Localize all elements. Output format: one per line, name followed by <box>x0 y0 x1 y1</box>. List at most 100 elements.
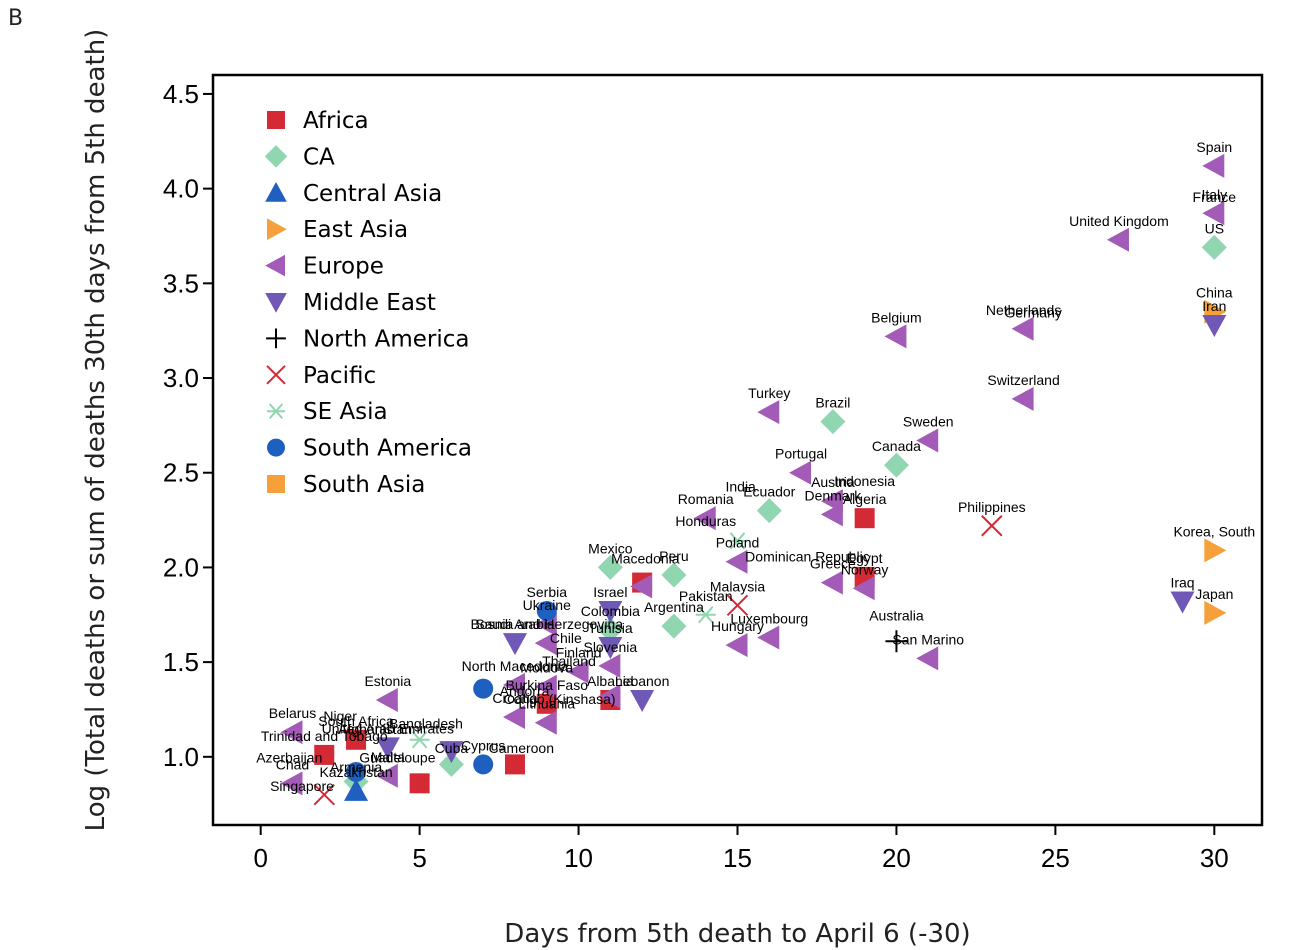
data-label: Italy <box>1201 186 1227 202</box>
data-point <box>502 705 525 730</box>
data-label: Slovenia <box>583 639 637 655</box>
data-point <box>598 636 623 659</box>
data-label: Romania <box>678 491 734 507</box>
data-point <box>536 693 557 714</box>
data-label: Chad <box>276 756 309 772</box>
data-label: Azerbaijan <box>256 750 322 766</box>
data-point <box>314 744 335 765</box>
data-label: Tunisia <box>588 620 633 636</box>
data-label: India <box>725 479 756 495</box>
data-label: Burkina Faso <box>506 677 589 693</box>
data-label: Switzerland <box>987 372 1059 388</box>
legend-label: CA <box>303 144 335 170</box>
data-label: Poland <box>716 535 760 551</box>
data-label: Cameroon <box>489 740 554 756</box>
data-label: Afghanistan <box>338 721 412 737</box>
legend-marker <box>265 182 287 202</box>
data-label: Netherlands <box>986 302 1062 318</box>
data-point <box>727 532 748 550</box>
legend-marker <box>264 145 288 168</box>
data-point <box>536 600 557 621</box>
data-label: Lebanon <box>615 673 670 689</box>
series-pacific <box>313 515 1003 806</box>
data-label: Ecuador <box>743 484 795 500</box>
legend-label: SE Asia <box>303 399 388 425</box>
data-label: Canada <box>872 438 921 454</box>
data-label: France <box>1193 189 1237 205</box>
data-label: Iraq <box>1170 575 1194 591</box>
data-point <box>726 594 749 617</box>
x-tick-label: 5 <box>412 843 426 873</box>
legend-marker <box>267 438 285 457</box>
legend-label: Middle East <box>303 290 436 316</box>
data-point <box>598 653 621 678</box>
data-label: Guadeloupe <box>359 750 436 766</box>
data-point <box>598 684 621 709</box>
legend-label: Europe <box>303 254 384 280</box>
data-label: Armenia <box>330 759 382 775</box>
data-label: Belgium <box>871 309 922 325</box>
data-point <box>280 771 303 796</box>
data-label: Chile <box>550 630 582 646</box>
data-label: Indonesia <box>834 473 895 489</box>
data-label: Malaysia <box>710 578 765 594</box>
data-label: Argentina <box>644 599 704 615</box>
legend-label: Central Asia <box>303 181 442 207</box>
data-point <box>852 576 875 601</box>
data-label: Finland <box>556 645 602 661</box>
data-point <box>820 570 843 595</box>
x-tick-label: 20 <box>882 843 911 873</box>
data-point <box>597 554 623 580</box>
data-label: Saudi Arabia <box>475 616 555 632</box>
data-label: Singapore <box>270 778 334 794</box>
data-label: Kazakhstan <box>319 764 392 780</box>
data-point <box>981 515 1003 537</box>
series-north-america <box>885 630 908 653</box>
data-label: Trinidad and Tobago <box>261 728 388 744</box>
data-point <box>438 751 464 777</box>
y-tick-label: 2.5 <box>163 458 199 488</box>
data-label: Moldova <box>520 660 573 676</box>
data-points <box>280 153 1227 806</box>
data-point <box>630 574 653 599</box>
data-point <box>757 625 780 650</box>
x-tick-label: 25 <box>1041 843 1070 873</box>
x-tick-label: 30 <box>1200 843 1229 873</box>
data-point <box>1011 316 1034 341</box>
series-south-america <box>346 600 557 782</box>
data-label: Turkey <box>748 385 790 401</box>
data-label: Estonia <box>364 673 411 689</box>
legend-item-east-asia: East Asia <box>267 217 408 243</box>
data-point <box>883 452 909 478</box>
data-label: Peru <box>659 548 689 564</box>
data-label: Bosnia and Herzegovina <box>470 616 623 632</box>
data-point <box>534 674 557 699</box>
data-point <box>502 672 525 697</box>
data-label: Thailand <box>542 653 596 669</box>
data-point <box>1011 386 1034 411</box>
data-point <box>1202 315 1227 337</box>
legend-item-north-america: North America <box>266 326 470 352</box>
data-label: Lithuania <box>518 696 575 712</box>
series-central-asia <box>344 778 369 801</box>
data-label: Cuba <box>435 740 469 756</box>
data-point <box>473 754 494 775</box>
data-label: Egypt <box>847 550 883 566</box>
data-label: South Africa <box>318 713 394 729</box>
data-label: Iran <box>1202 298 1226 314</box>
series-east-asia <box>1204 299 1227 625</box>
data-point <box>566 659 589 684</box>
data-point <box>313 783 335 806</box>
data-point <box>598 600 623 623</box>
x-axis-title: Days from 5th death to April 6 (-30) <box>504 919 970 949</box>
x-tick-label: 10 <box>564 843 593 873</box>
y-axis-title: Log (Total deaths or sum of deaths 30th … <box>81 29 111 832</box>
data-point <box>884 324 907 349</box>
legend-marker <box>267 403 285 420</box>
data-point <box>409 731 430 749</box>
legend-label: East Asia <box>303 217 408 243</box>
series-se-asia <box>409 532 748 749</box>
y-tick-label: 2.0 <box>163 552 199 582</box>
data-point <box>1204 538 1227 563</box>
data-point <box>885 630 908 653</box>
